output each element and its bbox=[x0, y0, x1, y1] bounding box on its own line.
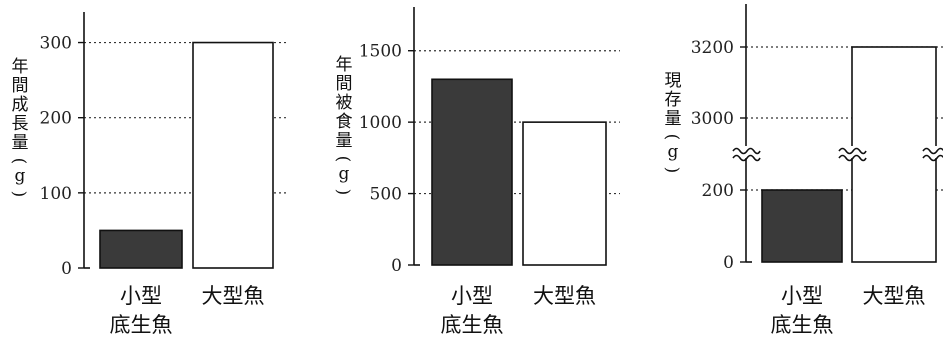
category-label: 底生魚 bbox=[110, 313, 173, 337]
category-label: 小型 bbox=[781, 284, 823, 308]
axis-break-bar-left-upper bbox=[838, 147, 867, 155]
y-axis-label-char: g bbox=[339, 164, 350, 184]
category-label: 大型魚 bbox=[863, 284, 926, 308]
y-tick-label: 0 bbox=[61, 259, 72, 279]
y-tick-label: 0 bbox=[391, 256, 402, 276]
y-tick-label: 300 bbox=[40, 34, 72, 54]
y-axis-label-char: 量 bbox=[665, 109, 682, 129]
category-label: 小型 bbox=[451, 284, 493, 308]
y-axis-label-char: 存 bbox=[665, 90, 682, 110]
y-tick-label: 1000 bbox=[359, 113, 402, 133]
category-label: 大型魚 bbox=[202, 284, 265, 308]
y-tick-label: 3200 bbox=[691, 38, 734, 58]
y-axis-label-char: g bbox=[668, 142, 679, 162]
y-tick-label: 1500 bbox=[359, 42, 402, 62]
y-axis-label-char: ( bbox=[662, 134, 682, 141]
axis-break-bar-right-upper bbox=[922, 147, 943, 155]
y-tick-label: 3000 bbox=[691, 109, 734, 129]
bar-small-benthic-fish bbox=[99, 229, 183, 269]
y-tick-label: 200 bbox=[40, 109, 72, 129]
y-axis-label-char: 現 bbox=[665, 71, 682, 91]
y-axis-label-char: 食 bbox=[336, 112, 353, 132]
y-axis-label-char: 長 bbox=[12, 114, 29, 134]
axis-break-bar-left-lower bbox=[838, 154, 867, 162]
bar-large-fish bbox=[192, 41, 274, 269]
y-axis-label-char: 年 bbox=[336, 55, 353, 75]
y-axis-label-char: 年 bbox=[12, 57, 29, 77]
category-label: 底生魚 bbox=[771, 313, 834, 337]
axis-break-y-upper bbox=[732, 147, 761, 155]
y-tick-label: 100 bbox=[40, 184, 72, 204]
y-axis-label-char: 量 bbox=[12, 133, 29, 153]
bar-small-benthic-fish bbox=[761, 189, 843, 263]
y-axis-label-char: 成 bbox=[12, 95, 29, 115]
y-axis-label-char: ) bbox=[9, 191, 29, 198]
axis-break-y-lower bbox=[732, 154, 761, 162]
category-label: 大型魚 bbox=[533, 284, 596, 308]
y-axis-label-char: 間 bbox=[336, 74, 353, 94]
y-axis-label-char: g bbox=[15, 166, 26, 186]
y-tick-label: 0 bbox=[723, 253, 734, 273]
y-axis-label-char: ) bbox=[662, 167, 682, 174]
y-tick-label: 500 bbox=[370, 185, 402, 205]
category-label: 底生魚 bbox=[441, 313, 504, 337]
y-axis-label-char: 量 bbox=[336, 131, 353, 151]
y-axis-label-char: 被 bbox=[336, 93, 353, 113]
bar-large-fish bbox=[522, 121, 607, 266]
y-tick-label: 200 bbox=[702, 181, 734, 201]
y-axis-label-char: 間 bbox=[12, 76, 29, 96]
y-axis-label-char: ( bbox=[9, 158, 29, 165]
y-axis-label-char: ( bbox=[333, 156, 353, 163]
category-label: 小型 bbox=[120, 284, 162, 308]
bar-small-benthic-fish bbox=[431, 78, 513, 266]
axis-break-bar-right-lower bbox=[922, 154, 943, 162]
y-axis-label-char: ) bbox=[333, 189, 353, 196]
